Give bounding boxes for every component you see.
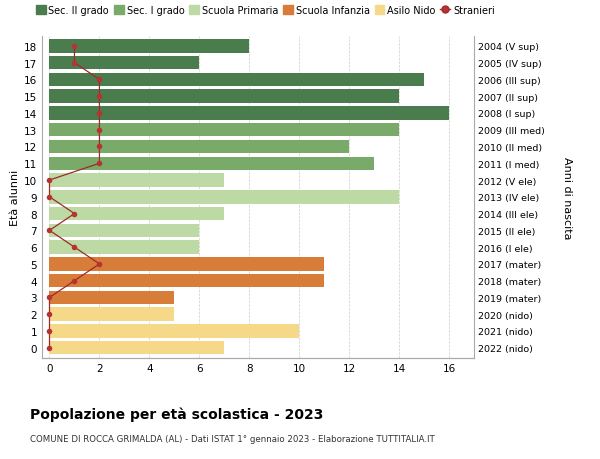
Bar xyxy=(49,241,199,254)
Y-axis label: Anni di nascita: Anni di nascita xyxy=(562,156,572,239)
Point xyxy=(95,77,104,84)
Y-axis label: Età alunni: Età alunni xyxy=(10,169,20,225)
Bar xyxy=(49,140,349,154)
Bar xyxy=(49,190,399,204)
Bar xyxy=(49,90,399,104)
Text: COMUNE DI ROCCA GRIMALDA (AL) - Dati ISTAT 1° gennaio 2023 - Elaborazione TUTTIT: COMUNE DI ROCCA GRIMALDA (AL) - Dati IST… xyxy=(30,434,435,443)
Point xyxy=(44,294,54,302)
Legend: Sec. II grado, Sec. I grado, Scuola Primaria, Scuola Infanzia, Asilo Nido, Stran: Sec. II grado, Sec. I grado, Scuola Prim… xyxy=(35,5,496,17)
Point xyxy=(95,261,104,268)
Bar xyxy=(49,274,324,288)
Point xyxy=(70,43,79,50)
Bar xyxy=(49,207,224,221)
Point xyxy=(95,110,104,118)
Point xyxy=(44,194,54,201)
Point xyxy=(44,344,54,352)
Text: Popolazione per età scolastica - 2023: Popolazione per età scolastica - 2023 xyxy=(30,406,323,421)
Bar xyxy=(49,124,399,137)
Point xyxy=(44,328,54,335)
Bar xyxy=(49,107,449,120)
Bar xyxy=(49,40,249,53)
Point xyxy=(44,311,54,318)
Point xyxy=(44,227,54,235)
Point xyxy=(95,160,104,168)
Point xyxy=(95,127,104,134)
Bar xyxy=(49,157,374,171)
Bar xyxy=(49,291,175,304)
Bar xyxy=(49,57,199,70)
Point xyxy=(70,244,79,251)
Bar xyxy=(49,308,175,321)
Point xyxy=(44,177,54,185)
Bar xyxy=(49,174,224,187)
Bar xyxy=(49,224,199,237)
Point xyxy=(95,93,104,101)
Point xyxy=(70,60,79,67)
Point xyxy=(95,144,104,151)
Point xyxy=(70,277,79,285)
Point xyxy=(70,210,79,218)
Bar xyxy=(49,341,224,355)
Bar xyxy=(49,325,299,338)
Bar xyxy=(49,73,424,87)
Bar xyxy=(49,257,324,271)
